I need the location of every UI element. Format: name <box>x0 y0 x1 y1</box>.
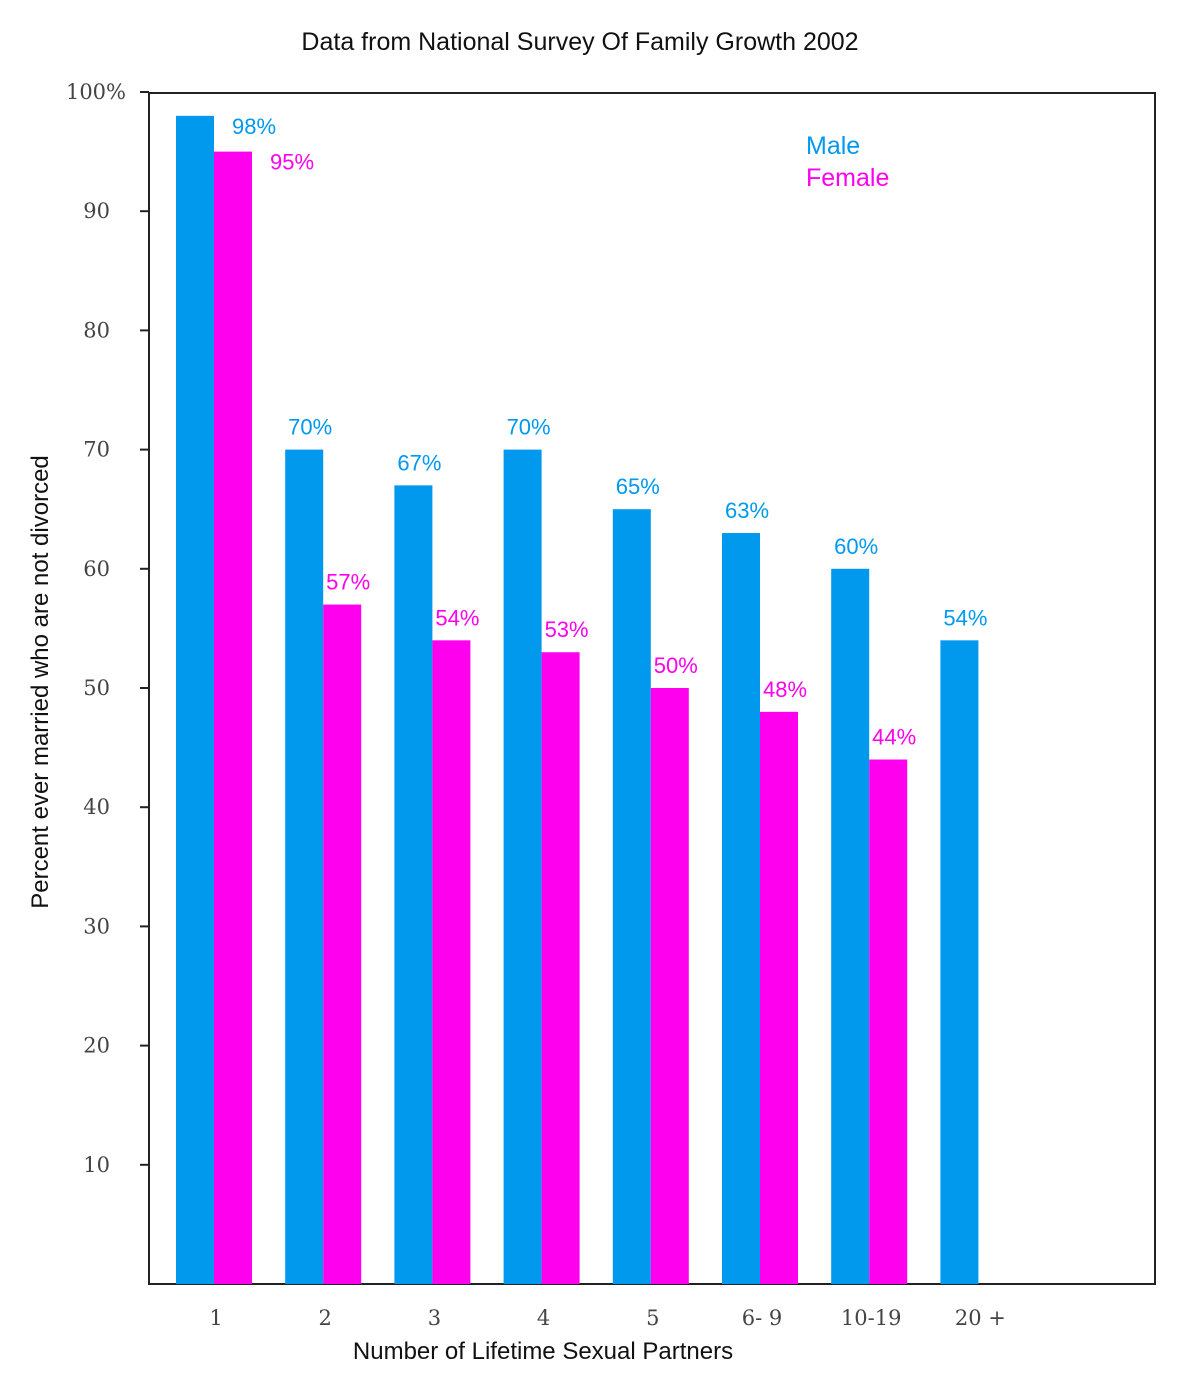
bar-male-2 <box>285 449 324 1285</box>
data-label-male-6: 63% <box>725 498 769 523</box>
x-tick-label: 6- 9 <box>742 1306 783 1330</box>
data-label-female-6: 48% <box>763 677 807 702</box>
y-tick-label: 90 <box>83 199 110 223</box>
data-label-male-7: 60% <box>834 534 878 559</box>
x-tick-label: 10-19 <box>841 1306 902 1330</box>
data-label-male-1: 98% <box>232 114 276 139</box>
x-axis-label: Number of Lifetime Sexual Partners <box>353 1338 733 1365</box>
bar-male-1 <box>176 115 214 1285</box>
data-label-male-5: 65% <box>616 474 660 499</box>
bar-female-7 <box>869 759 908 1284</box>
y-tick-label: 100% <box>66 80 126 104</box>
legend-male: Male <box>806 132 860 160</box>
bars <box>176 115 979 1285</box>
y-axis-ticks: 10 20 30 40 50 60 70 80 90 100% <box>66 80 149 1177</box>
bar-male-6 <box>722 533 760 1284</box>
data-label-male-3: 67% <box>397 450 441 475</box>
bar-female-4 <box>541 652 580 1284</box>
data-label-male-8: 54% <box>943 605 987 630</box>
data-label-female-1: 95% <box>270 150 314 175</box>
data-label-female-5: 50% <box>654 653 698 678</box>
data-label-female-2: 57% <box>326 570 370 595</box>
data-label-female-3: 54% <box>435 605 479 630</box>
y-axis-label: Percent ever married who are not divorce… <box>27 455 54 909</box>
x-tick-label: 1 <box>209 1306 222 1330</box>
x-tick-label: 5 <box>646 1306 659 1330</box>
x-axis-ticks: 1 2 3 4 5 6- 9 10-19 20 + <box>209 1306 1006 1330</box>
data-label-male-2: 70% <box>288 415 332 440</box>
y-tick-label: 30 <box>83 914 110 938</box>
bar-female-3 <box>432 640 471 1284</box>
bar-male-7 <box>831 568 870 1284</box>
chart-title: Data from National Survey Of Family Grow… <box>301 28 858 56</box>
y-tick-label: 10 <box>83 1153 110 1177</box>
bar-female-2 <box>323 604 362 1284</box>
data-label-female-4: 53% <box>545 617 589 642</box>
bar-female-1 <box>214 151 252 1285</box>
data-label-female-7: 44% <box>872 725 916 750</box>
y-tick-label: 50 <box>83 676 110 700</box>
bar-male-3 <box>394 485 433 1284</box>
y-tick-label: 40 <box>83 795 110 819</box>
x-tick-label: 3 <box>428 1306 441 1330</box>
y-tick-label: 60 <box>83 557 110 581</box>
x-tick-label: 2 <box>319 1306 332 1330</box>
data-label-male-4: 70% <box>507 415 551 440</box>
bar-female-5 <box>650 688 689 1284</box>
y-tick-label: 20 <box>83 1034 110 1058</box>
y-tick-label: 70 <box>83 438 110 462</box>
bar-male-5 <box>612 509 651 1284</box>
bar-male-4 <box>503 449 542 1285</box>
y-tick-label: 80 <box>83 318 110 342</box>
bar-male-8 <box>940 640 979 1284</box>
legend-female: Female <box>806 164 889 192</box>
bar-value-labels: 98% 70% 67% 70% 65% 63% 60% 54% 95% 57% 54% 53% 50% 4… <box>232 114 987 750</box>
bar-female-6 <box>760 711 798 1284</box>
x-tick-label: 4 <box>537 1306 550 1330</box>
x-tick-label: 20 + <box>955 1306 1006 1330</box>
